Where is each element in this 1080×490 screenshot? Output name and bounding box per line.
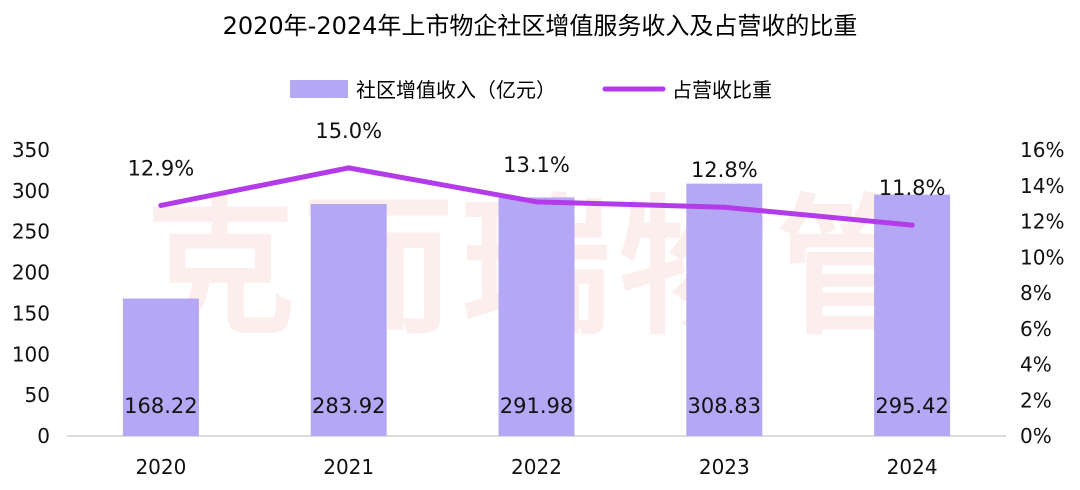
y-right-tick-label: 8%: [1020, 281, 1052, 305]
y-left-tick-label: 50: [25, 383, 50, 407]
line-point: [721, 204, 727, 210]
y-right-tick-label: 12%: [1020, 210, 1064, 234]
y-left-tick-label: 350: [12, 138, 50, 162]
chart-title: 2020年-2024年上市物企社区增值服务收入及占营收的比重: [223, 12, 858, 40]
line-point: [158, 202, 164, 208]
x-tick-label: 2022: [511, 455, 562, 479]
y-left-tick-label: 0: [37, 424, 50, 448]
legend-swatch-bar: [290, 80, 348, 98]
bar-value-label: 291.98: [500, 394, 573, 418]
bar-series: 168.22 283.92 291.98 308.83 295.42: [122, 183, 951, 436]
y-right-tick-label: 14%: [1020, 174, 1064, 198]
y-left-tick-label: 150: [12, 301, 50, 325]
y-axis-right: 0% 2% 4% 6% 8% 10% 12% 14% 16%: [1020, 138, 1064, 448]
line-value-label: 13.1%: [503, 153, 570, 177]
x-tick-label: 2021: [323, 455, 374, 479]
y-left-tick-label: 100: [12, 342, 50, 366]
line-point: [909, 222, 915, 228]
line-series: 12.9% 15.0% 13.1% 12.8% 11.8%: [128, 119, 946, 228]
y-right-tick-label: 6%: [1020, 317, 1052, 341]
legend-label-bar: 社区增值收入（亿元）: [356, 78, 556, 102]
line-value-label: 12.9%: [128, 156, 195, 180]
x-tick-label: 2024: [887, 455, 938, 479]
line-value-label: 12.8%: [691, 158, 758, 182]
line-point: [534, 199, 539, 205]
line-point: [346, 165, 352, 171]
y-left-tick-label: 250: [12, 220, 50, 244]
bar: [122, 298, 199, 436]
y-right-tick-label: 16%: [1020, 138, 1064, 162]
bar: [310, 203, 387, 436]
y-right-tick-label: 10%: [1020, 245, 1064, 269]
legend-label-line: 占营收比重: [672, 78, 772, 102]
bar-value-label: 295.42: [875, 394, 948, 418]
line-value-label: 15.0%: [315, 119, 382, 143]
bar-value-label: 283.92: [312, 394, 385, 418]
y-left-tick-label: 200: [12, 261, 50, 285]
x-tick-label: 2020: [135, 455, 186, 479]
bar: [686, 183, 763, 436]
y-right-tick-label: 4%: [1020, 353, 1052, 377]
y-left-tick-label: 300: [12, 179, 50, 203]
bar: [874, 194, 951, 436]
bar-value-label: 308.83: [688, 394, 761, 418]
x-tick-label: 2023: [699, 455, 750, 479]
line-value-label: 11.8%: [879, 176, 946, 200]
bar: [498, 197, 575, 436]
x-axis-ticks: 2020 2021 2022 2023 2024: [135, 455, 937, 479]
y-right-tick-label: 0%: [1020, 424, 1052, 448]
legend: 社区增值收入（亿元） 占营收比重: [290, 78, 772, 102]
y-axis-left: 0 50 100 150 200 250 300 350: [12, 138, 50, 448]
bar-value-label: 168.22: [124, 394, 197, 418]
y-right-tick-label: 2%: [1020, 388, 1052, 412]
